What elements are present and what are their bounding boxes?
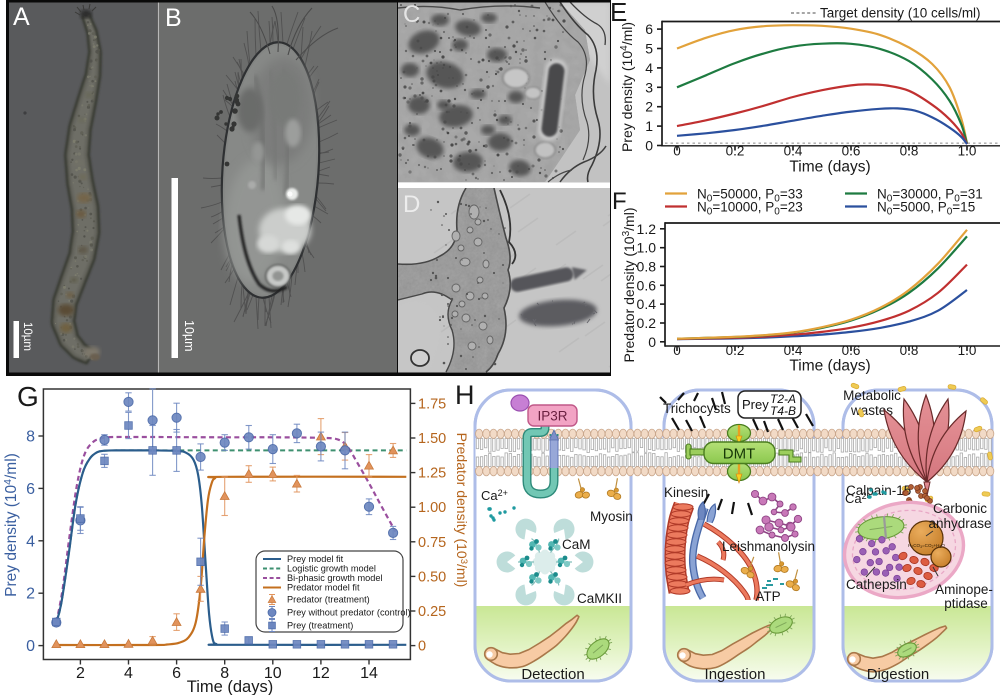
svg-text:0.4: 0.4 [784, 343, 803, 358]
svg-text:10: 10 [264, 665, 282, 682]
svg-text:0.2: 0.2 [637, 315, 657, 331]
svg-text:T2-A: T2-A [770, 392, 796, 406]
svg-text:Prey: Prey [742, 397, 769, 412]
svg-text:2: 2 [645, 99, 653, 115]
svg-text:anhydrase: anhydrase [928, 516, 991, 531]
svg-text:0.8: 0.8 [900, 144, 919, 159]
svg-text:6: 6 [26, 481, 35, 498]
svg-text:0.4: 0.4 [637, 296, 657, 312]
svg-text:Prey density (104/ml): Prey density (104/ml) [619, 22, 635, 152]
svg-text:Myosin: Myosin [590, 509, 633, 524]
svg-text:Leishmanolysin: Leishmanolysin [722, 539, 815, 554]
svg-text:0.6: 0.6 [842, 144, 861, 159]
svg-text:Aminope-: Aminope- [935, 582, 993, 597]
svg-text:1.0: 1.0 [958, 343, 977, 358]
svg-text:4: 4 [645, 60, 653, 76]
svg-text:ATP: ATP [755, 589, 780, 604]
svg-text:N0=10000, P0=23: N0=10000, P0=23 [697, 200, 803, 218]
svg-text:1.0: 1.0 [637, 240, 657, 256]
svg-text:2: 2 [76, 665, 85, 682]
svg-text:0: 0 [673, 144, 681, 159]
svg-text:H: H [455, 380, 475, 410]
svg-text:CaMKII: CaMKII [577, 591, 622, 606]
svg-text:Time (days): Time (days) [187, 678, 273, 695]
svg-text:Detection: Detection [521, 666, 584, 683]
svg-text:0.8: 0.8 [637, 259, 657, 275]
svg-text:5: 5 [645, 41, 653, 57]
svg-text:E: E [610, 0, 627, 27]
svg-text:0.25: 0.25 [418, 604, 446, 620]
svg-text:1.75: 1.75 [418, 396, 446, 412]
svg-text:Prey model fit: Prey model fit [287, 554, 344, 564]
svg-text:1.50: 1.50 [418, 431, 446, 447]
svg-text:Time (days): Time (days) [789, 358, 870, 375]
svg-text:DMT: DMT [723, 446, 756, 463]
svg-text:0.2: 0.2 [726, 144, 745, 159]
svg-text:B: B [165, 4, 182, 32]
svg-text:0.75: 0.75 [418, 535, 446, 551]
svg-text:8: 8 [220, 665, 229, 682]
svg-text:1.00: 1.00 [418, 500, 446, 516]
svg-text:10µm: 10µm [21, 322, 33, 351]
svg-text:IP3R: IP3R [537, 409, 567, 424]
svg-text:Calpain-15: Calpain-15 [846, 483, 911, 498]
svg-text:1: 1 [645, 118, 653, 134]
svg-text:14: 14 [360, 665, 378, 682]
svg-text:Digestion: Digestion [867, 666, 930, 683]
svg-text:Cathepsin: Cathepsin [846, 577, 907, 592]
svg-text:G: G [17, 381, 39, 412]
svg-text:Carbonic: Carbonic [933, 501, 987, 516]
svg-text:Ingestion: Ingestion [705, 666, 766, 683]
svg-text:8: 8 [26, 429, 35, 446]
svg-text:0: 0 [26, 638, 35, 655]
svg-text:Metabolic: Metabolic [843, 388, 901, 403]
svg-text:Predator density (103/ml): Predator density (103/ml) [454, 433, 470, 588]
svg-text:4: 4 [26, 533, 35, 550]
svg-text:C: C [403, 1, 420, 28]
svg-text:Logistic growth model: Logistic growth model [287, 564, 376, 574]
svg-text:1.25: 1.25 [418, 466, 446, 482]
svg-text:12: 12 [312, 665, 330, 682]
svg-text:F: F [612, 188, 627, 215]
svg-text:Prey without predator (control: Prey without predator (control) [287, 608, 411, 618]
svg-text:Kinesin: Kinesin [664, 485, 708, 500]
svg-text:Target density (10 cells/ml): Target density (10 cells/ml) [820, 6, 981, 21]
svg-text:1.2: 1.2 [637, 221, 657, 237]
svg-text:2: 2 [26, 586, 35, 603]
svg-text:A: A [13, 3, 30, 31]
svg-text:0: 0 [418, 639, 426, 655]
svg-text:H2CO3=CO2+H2O: H2CO3=CO2+H2O [908, 543, 945, 549]
svg-text:Predator (treatment): Predator (treatment) [287, 595, 370, 605]
svg-text:Prey (treatment): Prey (treatment) [287, 621, 353, 631]
svg-text:0: 0 [645, 138, 653, 154]
svg-text:D: D [403, 191, 420, 218]
svg-text:Trichocysts: Trichocysts [663, 401, 731, 416]
svg-text:6: 6 [172, 665, 181, 682]
svg-text:0: 0 [648, 334, 656, 350]
svg-text:CaM: CaM [562, 537, 591, 552]
svg-text:0.50: 0.50 [418, 569, 446, 585]
svg-text:Time (days): Time (days) [789, 159, 870, 176]
svg-text:0.2: 0.2 [726, 343, 745, 358]
svg-text:4: 4 [124, 665, 133, 682]
svg-text:T4-B: T4-B [770, 404, 796, 418]
svg-text:10µm: 10µm [182, 320, 196, 352]
svg-text:Predator model fit: Predator model fit [287, 583, 360, 593]
svg-text:6: 6 [645, 21, 653, 37]
svg-text:Bi-phasic growth model: Bi-phasic growth model [287, 573, 383, 583]
svg-text:0.6: 0.6 [637, 277, 657, 293]
svg-text:1.0: 1.0 [958, 144, 977, 159]
svg-text:Predator density (103/ml): Predator density (103/ml) [621, 208, 637, 363]
svg-text:0.6: 0.6 [842, 343, 861, 358]
svg-text:ptidase: ptidase [944, 596, 988, 611]
svg-text:0.8: 0.8 [900, 343, 919, 358]
svg-text:0: 0 [673, 343, 681, 358]
svg-text:N0=5000, P0=15: N0=5000, P0=15 [877, 200, 975, 218]
svg-text:3: 3 [645, 79, 653, 95]
svg-text:Prey density (104/ml): Prey density (104/ml) [2, 453, 20, 597]
svg-text:0.4: 0.4 [784, 144, 803, 159]
